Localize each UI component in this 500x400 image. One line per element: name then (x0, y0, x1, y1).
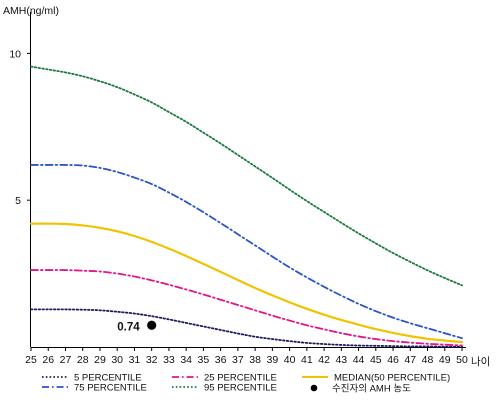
marker-value-label: 0.74 (117, 321, 140, 333)
x-tick-label: 32 (146, 354, 158, 366)
legend-marker-label: 수진자의 AMH 농도 (332, 384, 411, 395)
series-line-2 (30, 269, 463, 347)
x-tick-label: 40 (284, 354, 296, 366)
x-tick-label: 36 (215, 354, 227, 366)
series-line-1 (30, 308, 463, 348)
tick-labels: 25 26 27 28 29 30 31 32 33 34 35 36 37 38 39 40 41 42 43 44… (9, 48, 468, 366)
x-tick-label: 44 (353, 354, 365, 366)
x-tick-label: 30 (111, 354, 123, 366)
legend-label-2: 25 PERCENTILE (204, 373, 277, 384)
x-tick-label: 37 (232, 354, 244, 366)
legend-label-5: 95 PERCENTILE (204, 383, 277, 394)
marker-point (147, 320, 157, 330)
series-lines (29, 65, 464, 348)
series-line-5 (30, 65, 463, 287)
x-tick-label: 29 (94, 354, 106, 366)
x-tick-label: 41 (301, 354, 313, 366)
y-tick-label: 10 (9, 48, 21, 60)
x-tick-label: 42 (318, 354, 330, 366)
x-tick-label: 34 (180, 354, 192, 366)
x-tick-label: 49 (439, 354, 451, 366)
y-tick-label: 5 (15, 195, 21, 207)
y-axis-title: AMH(ng/ml) (3, 5, 59, 17)
x-tick-label: 46 (387, 354, 399, 366)
x-tick-label: 38 (249, 354, 261, 366)
x-tick-label: 31 (129, 354, 141, 366)
series-line-3 (29, 222, 464, 344)
x-tick-label: 33 (163, 354, 175, 366)
x-tick-label: 26 (42, 354, 54, 366)
x-tick-label: 28 (77, 354, 89, 366)
axes (27, 12, 466, 351)
x-tick-label: 27 (60, 354, 72, 366)
x-axis-title: 나이 (471, 356, 490, 368)
x-tick-label: 39 (267, 354, 279, 366)
legend-label-1: 5 PERCENTILE (74, 373, 142, 384)
patient-marker: 0.74 (117, 320, 157, 333)
legend-label-3: MEDIAN(50 PERCENTILE) (334, 373, 450, 384)
x-tick-label: 35 (198, 354, 210, 366)
x-tick-label: 48 (422, 354, 434, 366)
legend: 5 PERCENTILE 25 PERCENTILE MEDIAN(50 PERCE… (42, 373, 450, 395)
series-line-4 (30, 164, 463, 340)
legend-marker-swatch (310, 384, 318, 392)
x-tick-label: 50 (456, 354, 468, 366)
x-tick-label: 45 (370, 354, 382, 366)
x-tick-label: 47 (404, 354, 416, 366)
legend-label-4: 75 PERCENTILE (74, 383, 147, 394)
x-tick-label: 25 (25, 354, 37, 366)
x-tick-label: 43 (335, 354, 347, 366)
